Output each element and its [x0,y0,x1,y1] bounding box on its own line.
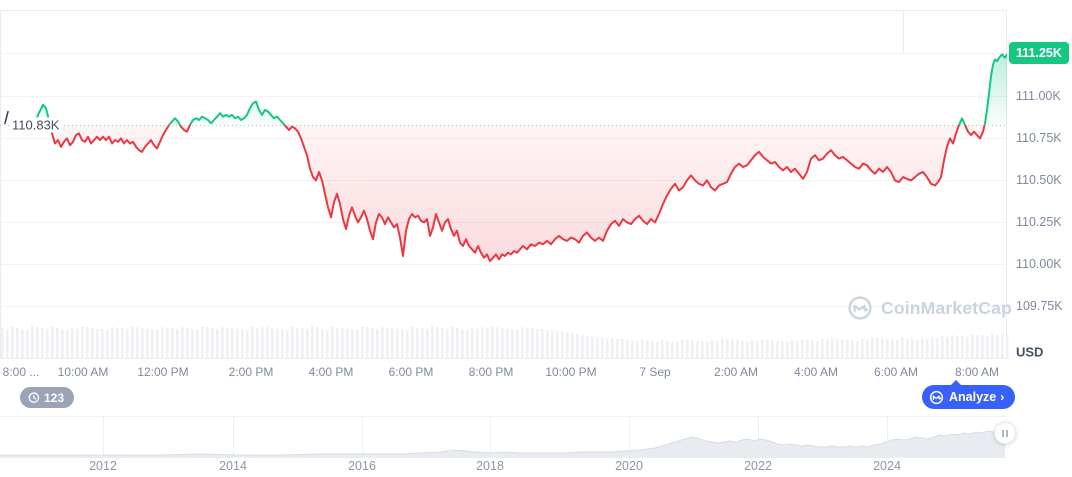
x-axis-label: 7 Sep [639,365,671,379]
navigator-year-label: 2018 [476,459,504,473]
history-clock-icon [28,392,40,403]
tooltip-pointer [951,380,961,385]
coinmarketcap-logo-icon [848,296,872,320]
timeline-navigator[interactable] [0,416,1007,458]
analyze-button[interactable]: Analyze › [922,380,1016,409]
y-axis-label: 109.75K [1016,299,1063,313]
currency-label: USD [1016,344,1044,360]
navigator-year-label: 2012 [89,459,117,473]
baseline-price-label: 110.83K [11,117,63,133]
navigator-year-label: 2014 [219,459,247,473]
x-axis-label: 8:00 PM [468,365,514,379]
watermark-text: CoinMarketCap [881,297,1012,318]
x-axis-label: 10:00 PM [545,365,597,379]
x-axis-label: 2:00 AM [713,365,759,379]
y-axis-label: 111.00K [1016,89,1061,103]
x-axis-label: 10:00 AM [57,365,109,379]
x-axis-label: 2:00 PM [228,365,274,379]
navigator-handle[interactable] [994,422,1016,444]
x-axis-label: 12:00 PM [137,365,189,379]
x-axis-label: 8:00 AM [954,365,1000,379]
navigator-year-label: 2024 [873,459,901,473]
x-axis-label: 4:00 AM [793,365,839,379]
history-count: 123 [44,390,65,405]
y-axis-label: 110.25K [1016,215,1062,229]
x-axis-label: 6:00 AM [873,365,919,379]
coinmarketcap-logo-icon [929,390,944,404]
navigator-year-label: 2016 [348,459,376,473]
navigator-year-label: 2022 [744,459,772,473]
y-axis-label: 110.50K [1016,173,1062,187]
y-axis-label: 110.75K [1016,131,1062,145]
history-count-badge[interactable]: 123 [16,381,75,408]
y-axis-label: 110.00K [1016,257,1062,271]
x-axis-label: 8:00 ... [2,365,40,379]
last-price-badge: 111.25K [1009,42,1069,64]
coinmarketcap-watermark: CoinMarketCap [847,295,1012,321]
chevron-right-icon: › [1000,390,1005,404]
x-axis-label: 4:00 PM [308,365,354,379]
analyze-label: Analyze [949,390,997,404]
x-axis-label: 6:00 PM [388,365,434,379]
navigator-year-label: 2020 [615,459,643,473]
